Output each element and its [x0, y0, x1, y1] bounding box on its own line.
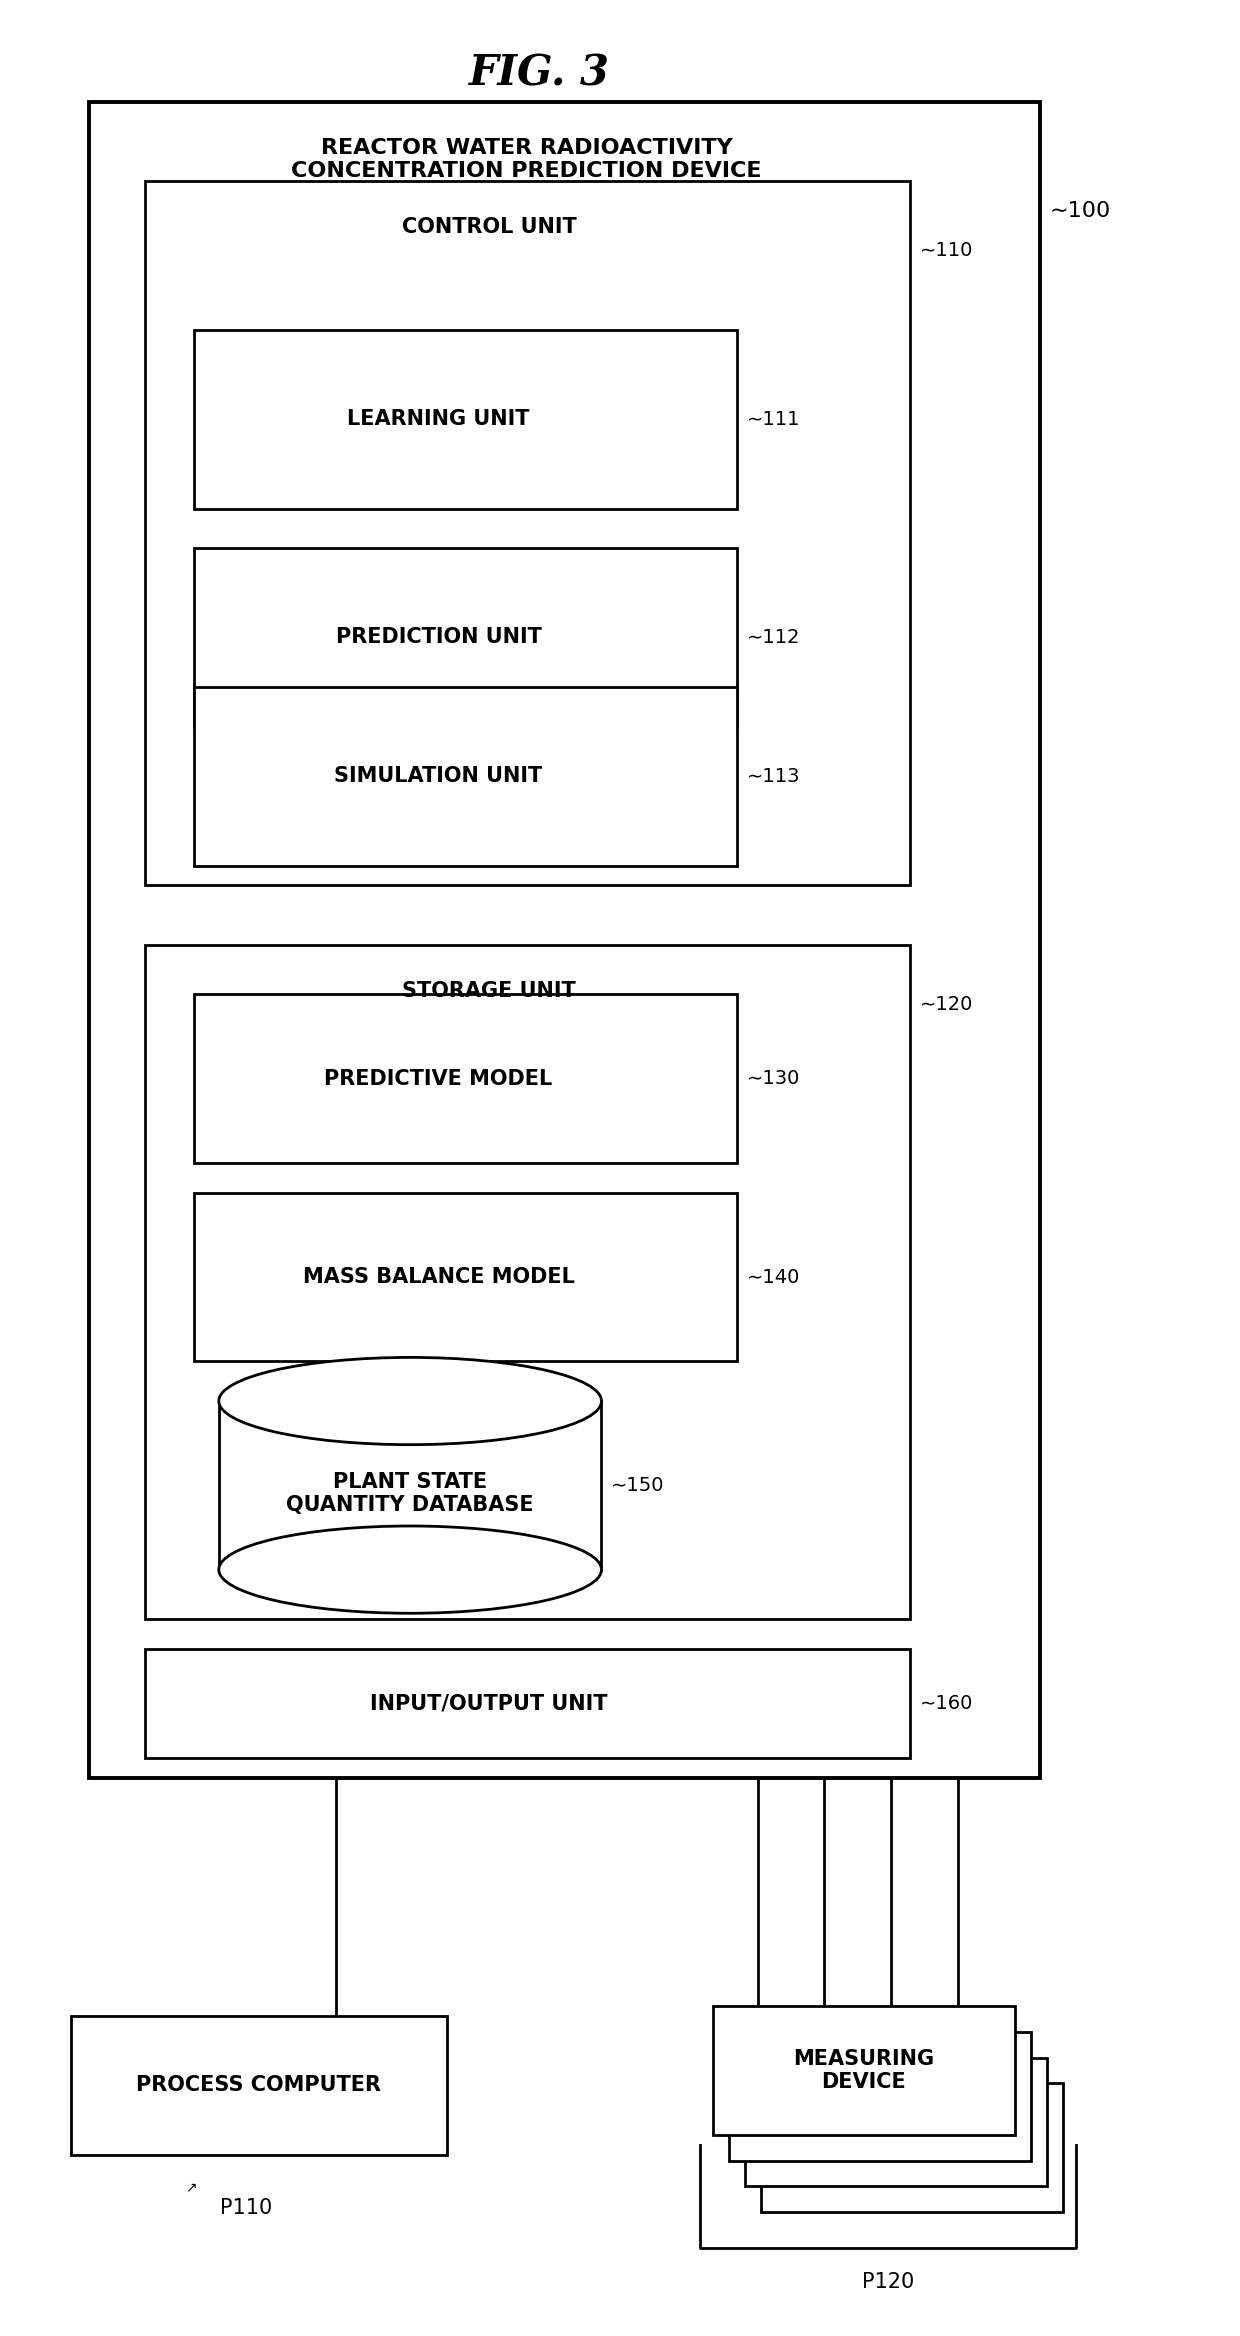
Text: ∼113: ∼113 — [748, 766, 801, 785]
FancyBboxPatch shape — [145, 182, 910, 885]
FancyBboxPatch shape — [71, 2016, 448, 2154]
Text: INPUT/OUTPUT UNIT: INPUT/OUTPUT UNIT — [371, 1694, 608, 1715]
Text: ∼150: ∼150 — [611, 1476, 665, 1495]
FancyBboxPatch shape — [195, 687, 738, 867]
FancyBboxPatch shape — [195, 995, 738, 1163]
Text: SIMULATION UNIT: SIMULATION UNIT — [335, 766, 543, 787]
Text: ∼160: ∼160 — [920, 1694, 973, 1712]
Text: ∼130: ∼130 — [748, 1070, 801, 1089]
Text: PREDICTIVE MODEL: PREDICTIVE MODEL — [325, 1070, 553, 1089]
Text: ↗: ↗ — [185, 2179, 197, 2194]
FancyBboxPatch shape — [713, 2007, 1016, 2135]
Text: ∼140: ∼140 — [748, 1268, 801, 1287]
Ellipse shape — [218, 1357, 601, 1444]
Text: ∼111: ∼111 — [748, 409, 801, 430]
Text: FIG. 3: FIG. 3 — [469, 51, 610, 93]
Text: ∼120: ∼120 — [920, 995, 973, 1014]
FancyBboxPatch shape — [729, 2032, 1032, 2161]
Ellipse shape — [218, 1525, 601, 1614]
Text: P110: P110 — [221, 2198, 273, 2219]
FancyBboxPatch shape — [145, 944, 910, 1619]
Text: PREDICTION UNIT: PREDICTION UNIT — [336, 628, 542, 647]
Text: LEARNING UNIT: LEARNING UNIT — [347, 409, 529, 430]
FancyBboxPatch shape — [745, 2058, 1047, 2186]
Text: PROCESS COMPUTER: PROCESS COMPUTER — [136, 2074, 382, 2095]
Text: PLANT STATE
QUANTITY DATABASE: PLANT STATE QUANTITY DATABASE — [286, 1472, 534, 1516]
FancyBboxPatch shape — [89, 103, 1039, 1778]
Text: ∼100: ∼100 — [1049, 201, 1111, 222]
FancyBboxPatch shape — [760, 2084, 1063, 2212]
FancyBboxPatch shape — [145, 1649, 910, 1759]
Text: STORAGE UNIT: STORAGE UNIT — [402, 981, 577, 1000]
Text: REACTOR WATER RADIOACTIVITY
CONCENTRATION PREDICTION DEVICE: REACTOR WATER RADIOACTIVITY CONCENTRATIO… — [291, 138, 761, 180]
Text: P120: P120 — [862, 2271, 914, 2292]
Text: MEASURING
DEVICE: MEASURING DEVICE — [794, 2049, 935, 2093]
FancyBboxPatch shape — [195, 1194, 738, 1362]
Polygon shape — [218, 1402, 601, 1570]
Text: ∼110: ∼110 — [920, 241, 973, 259]
FancyBboxPatch shape — [195, 329, 738, 509]
Text: ∼112: ∼112 — [748, 628, 801, 647]
FancyBboxPatch shape — [195, 549, 738, 726]
Text: CONTROL UNIT: CONTROL UNIT — [402, 217, 577, 236]
Text: MASS BALANCE MODEL: MASS BALANCE MODEL — [303, 1266, 574, 1287]
